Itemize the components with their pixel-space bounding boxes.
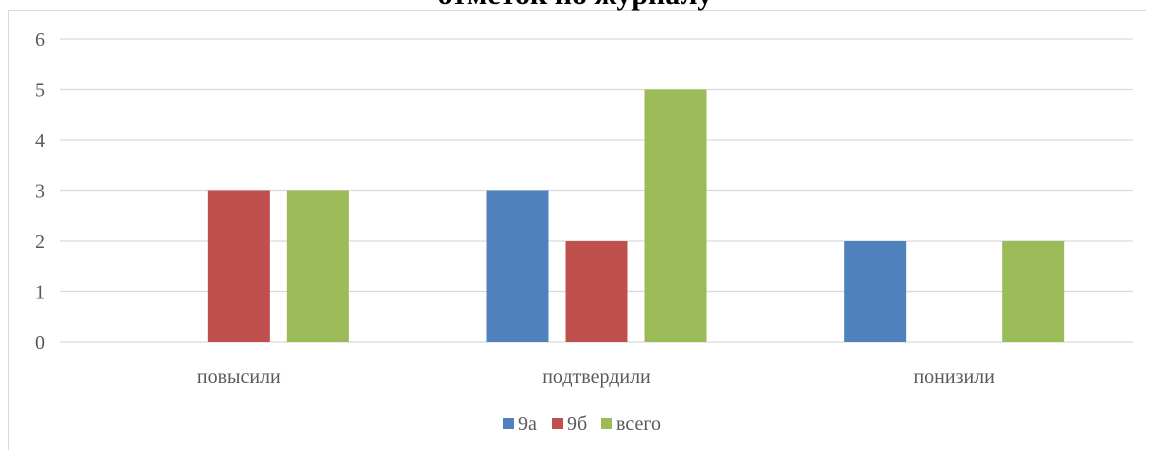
- bar-9а-подтвердили: [486, 190, 549, 342]
- y-tick-label: 1: [35, 282, 45, 304]
- legend-swatch-9б: [552, 418, 563, 429]
- y-tick-label: 0: [35, 332, 45, 354]
- x-tick-label: понизили: [913, 366, 995, 388]
- legend-swatch-всего: [601, 418, 612, 429]
- x-axis: повысили подтвердили понизили: [197, 366, 995, 388]
- bar-9б-подтвердили: [565, 241, 628, 342]
- y-tick-label: 2: [35, 231, 45, 253]
- bar-всего-подтвердили: [644, 89, 707, 342]
- legend: 9а 9б всего: [503, 413, 661, 435]
- bar-всего-повысили: [286, 190, 349, 342]
- y-tick-label: 4: [35, 130, 45, 152]
- bar-9б-повысили: [207, 190, 270, 342]
- y-tick-label: 5: [35, 80, 45, 102]
- y-axis: 0 1 2 3 4 5 6: [35, 29, 45, 354]
- x-tick-label: повысили: [197, 366, 281, 388]
- legend-label: 9а: [518, 413, 537, 435]
- chart-title: отметок по журналу: [0, 0, 1150, 12]
- legend-swatch-9а: [503, 418, 514, 429]
- x-tick-label: подтвердили: [542, 366, 651, 388]
- y-tick-label: 6: [35, 29, 45, 51]
- bars: [207, 89, 1065, 342]
- bar-9а-понизили: [844, 241, 907, 342]
- bar-всего-понизили: [1002, 241, 1065, 342]
- y-tick-label: 3: [35, 181, 45, 203]
- legend-label: всего: [616, 413, 661, 435]
- chart-frame: [8, 10, 1146, 450]
- legend-label: 9б: [567, 413, 587, 435]
